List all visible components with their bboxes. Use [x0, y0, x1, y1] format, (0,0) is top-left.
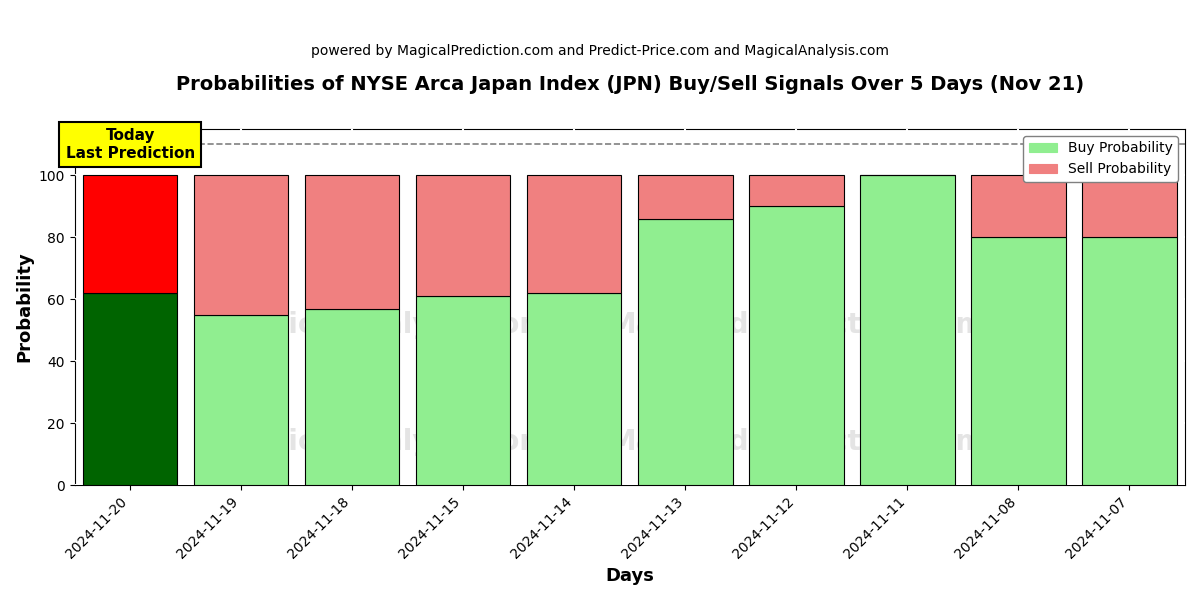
- Bar: [83, 175, 178, 293]
- Bar: [860, 175, 955, 485]
- Bar: [416, 175, 510, 296]
- Bar: [749, 206, 844, 485]
- Text: MagicalAnalysis.com: MagicalAnalysis.com: [222, 428, 548, 457]
- Legend: Buy Probability, Sell Probability: Buy Probability, Sell Probability: [1024, 136, 1178, 182]
- Bar: [638, 219, 732, 485]
- Text: Today
Last Prediction: Today Last Prediction: [66, 128, 194, 161]
- Text: MagicaldPrediction.com: MagicaldPrediction.com: [608, 311, 984, 339]
- Bar: [971, 175, 1066, 237]
- Bar: [527, 293, 622, 485]
- Bar: [638, 175, 732, 219]
- Bar: [527, 175, 622, 293]
- Bar: [194, 315, 288, 485]
- Bar: [83, 293, 178, 485]
- Bar: [194, 175, 288, 315]
- Bar: [971, 237, 1066, 485]
- Text: powered by MagicalPrediction.com and Predict-Price.com and MagicalAnalysis.com: powered by MagicalPrediction.com and Pre…: [311, 44, 889, 58]
- Text: MagicalAnalysis.com: MagicalAnalysis.com: [222, 311, 548, 339]
- Bar: [305, 175, 400, 308]
- Text: MagicaldPrediction.com: MagicaldPrediction.com: [608, 428, 984, 457]
- Bar: [416, 296, 510, 485]
- Bar: [1082, 175, 1177, 237]
- Y-axis label: Probability: Probability: [16, 251, 34, 362]
- Bar: [1082, 237, 1177, 485]
- Title: Probabilities of NYSE Arca Japan Index (JPN) Buy/Sell Signals Over 5 Days (Nov 2: Probabilities of NYSE Arca Japan Index (…: [175, 75, 1084, 94]
- Bar: [305, 308, 400, 485]
- X-axis label: Days: Days: [605, 567, 654, 585]
- Bar: [749, 175, 844, 206]
